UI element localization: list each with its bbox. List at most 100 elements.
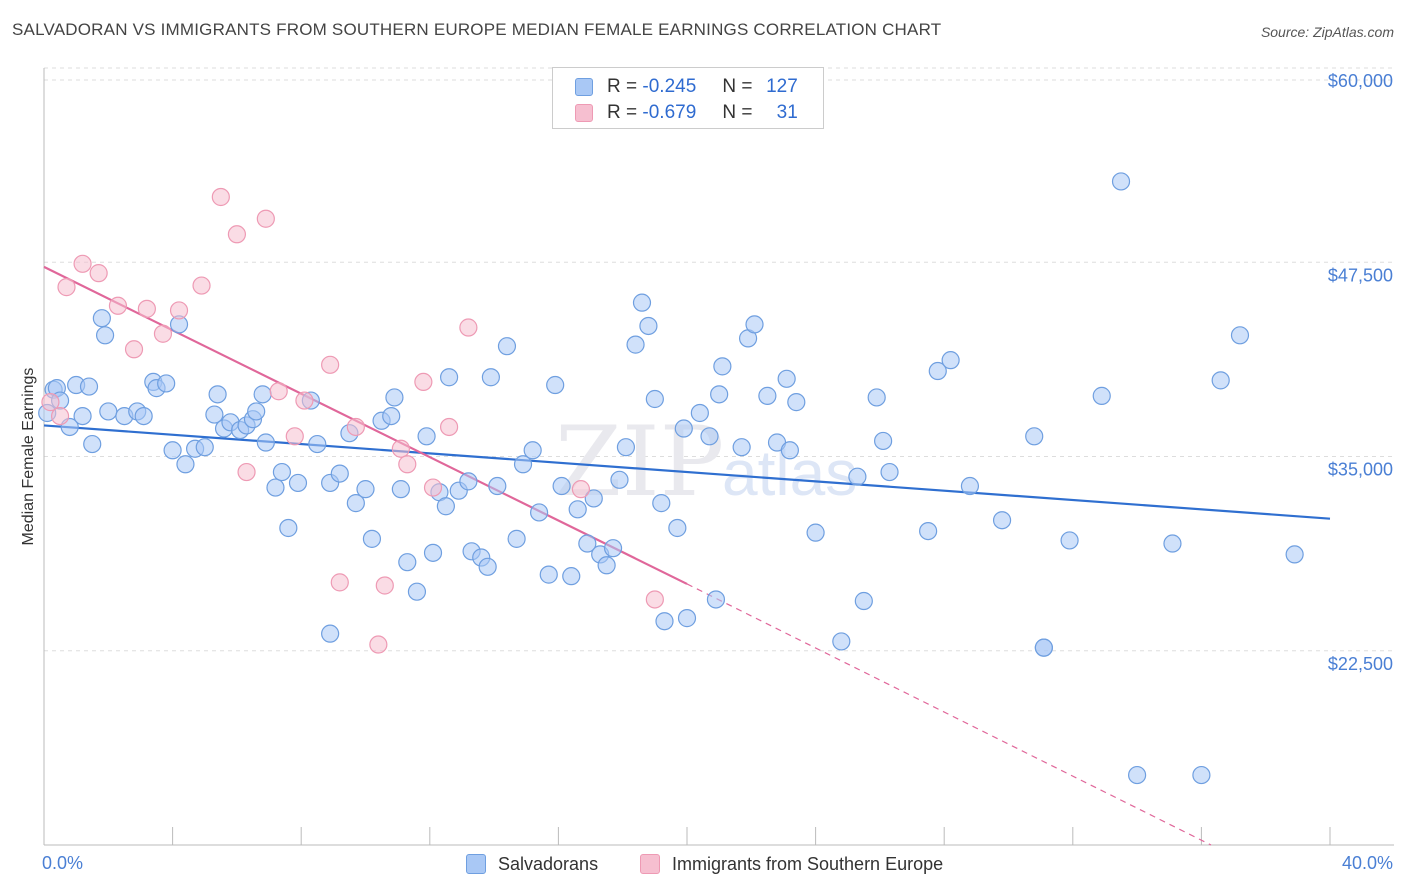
salvadoran-point	[478, 557, 497, 576]
x-tick-label: 40.0%	[1342, 853, 1393, 873]
salvadoran-point	[690, 403, 709, 423]
y-tick-label: $47,500	[1328, 265, 1393, 285]
salvadoran-point	[256, 433, 275, 452]
axes	[43, 68, 1394, 846]
salvadoran-point	[308, 434, 327, 454]
salvadoran-point	[330, 464, 349, 483]
salvadoran-point	[1092, 386, 1111, 405]
salvadoran-point	[507, 529, 526, 548]
bottom-legend-label: Immigrants from Southern Europe	[672, 853, 944, 874]
y-tick-label: $35,000	[1328, 460, 1393, 480]
salvadoran-point	[362, 529, 382, 548]
southern-europe-point	[269, 382, 288, 401]
legend-r-label: R =	[607, 76, 638, 97]
southern-europe-point	[227, 225, 246, 244]
salvadoran-point	[385, 388, 404, 407]
southern-europe-point	[57, 278, 76, 297]
salvadoran-point	[960, 476, 980, 496]
southern-europe-point	[375, 576, 394, 595]
southern-europe-trend-extension	[686, 583, 1212, 846]
southern-europe-point	[211, 187, 230, 207]
salvadoran-point	[247, 402, 266, 421]
salvadoran-point	[73, 406, 92, 426]
salvadoran-point	[552, 476, 571, 496]
salvadoran-point	[481, 368, 500, 387]
legend-swatch-blue	[575, 78, 593, 96]
salvadoran-point	[632, 293, 652, 312]
salvadoran-point	[439, 368, 459, 387]
southern-europe-point	[237, 462, 256, 482]
southern-europe-point	[192, 276, 211, 295]
salvadoran-point	[787, 393, 806, 412]
southern-europe-point	[391, 439, 410, 458]
salvadoran-point	[919, 521, 938, 541]
legend-n-value: 127	[766, 76, 798, 97]
salvadoran-point	[79, 377, 99, 396]
salvadoran-point	[867, 388, 886, 407]
salvadoran-point	[95, 326, 115, 345]
southern-europe-point	[285, 427, 304, 446]
salvadoran-point	[1285, 545, 1304, 564]
watermark-zip: ZIP	[555, 406, 724, 518]
salvadoran-point	[562, 567, 581, 586]
salvadoran-point	[459, 472, 478, 491]
salvadoran-point	[603, 539, 623, 558]
correlation-legend: R = -0.245 N = 127 R = -0.679 N = 31	[552, 67, 824, 129]
southern-europe-point	[256, 209, 275, 228]
salvadoran-point	[423, 543, 443, 562]
salvadoran-point	[530, 503, 549, 522]
data-points	[38, 172, 1304, 785]
salvadoran-point	[848, 467, 867, 486]
bottom-legend-southern-europe: Immigrants from Southern Europe	[640, 852, 943, 876]
southern-europe-trend-line	[43, 265, 688, 585]
southern-europe-point	[73, 254, 92, 273]
southern-europe-point	[459, 318, 478, 337]
salvadoran-point	[356, 480, 375, 499]
salvadoran-point	[584, 489, 603, 508]
legend-swatch-pink	[575, 104, 593, 122]
salvadoran-point	[176, 455, 195, 474]
salvadoran-point	[732, 438, 751, 457]
southern-europe-point	[346, 417, 365, 437]
chart-title: SALVADORAN VS IMMIGRANTS FROM SOUTHERN E…	[12, 20, 942, 39]
salvadoran-point	[253, 385, 272, 404]
southern-europe-point	[89, 264, 108, 283]
southern-europe-point	[295, 391, 314, 410]
salvadoran-point	[83, 434, 102, 454]
salvadoran-point	[806, 523, 825, 542]
salvadoran-point	[391, 480, 410, 499]
bottom-legend-swatch-pink	[640, 854, 660, 874]
salvadoran-point	[639, 316, 658, 336]
salvadoran-point	[780, 441, 799, 460]
salvadoran-point	[346, 494, 365, 513]
salvadoran-point	[157, 374, 176, 393]
salvadoran-point	[1111, 172, 1131, 191]
salvadoran-point	[928, 361, 947, 381]
axis-labels: $22,500 $35,000 $47,500 $60,000 0.0% 40.0% Med…	[20, 71, 1393, 873]
salvadoran-point	[1060, 531, 1079, 550]
x-tick-label: 0.0%	[42, 853, 83, 873]
y-tick-label: $22,500	[1328, 654, 1393, 674]
salvadoran-point	[677, 609, 697, 628]
salvadoran-point	[1230, 326, 1250, 345]
legend-row-southern-europe: R = -0.679 N = 31	[575, 101, 798, 125]
southern-europe-point	[321, 355, 340, 374]
salvadoran-point	[652, 494, 671, 513]
salvadoran-point	[539, 565, 558, 584]
salvadoran-point	[417, 427, 436, 446]
salvadoran-point	[92, 309, 111, 328]
legend-r-value: -0.679	[642, 102, 697, 123]
southern-europe-point	[108, 296, 128, 315]
salvadoran-point	[874, 431, 893, 451]
salvadoran-point	[1211, 371, 1230, 390]
southern-europe-point	[41, 393, 60, 412]
southern-europe-point	[50, 406, 70, 426]
salvadoran-point	[1025, 427, 1044, 446]
salvadoran-point	[279, 518, 298, 538]
salvadoran-point	[407, 582, 427, 601]
salvadoran-point	[668, 518, 687, 538]
salvadoran-point	[597, 556, 616, 575]
salvadoran-point	[272, 462, 292, 482]
salvadoran-point	[382, 406, 401, 426]
source-attribution: Source: ZipAtlas.com	[1260, 24, 1394, 40]
